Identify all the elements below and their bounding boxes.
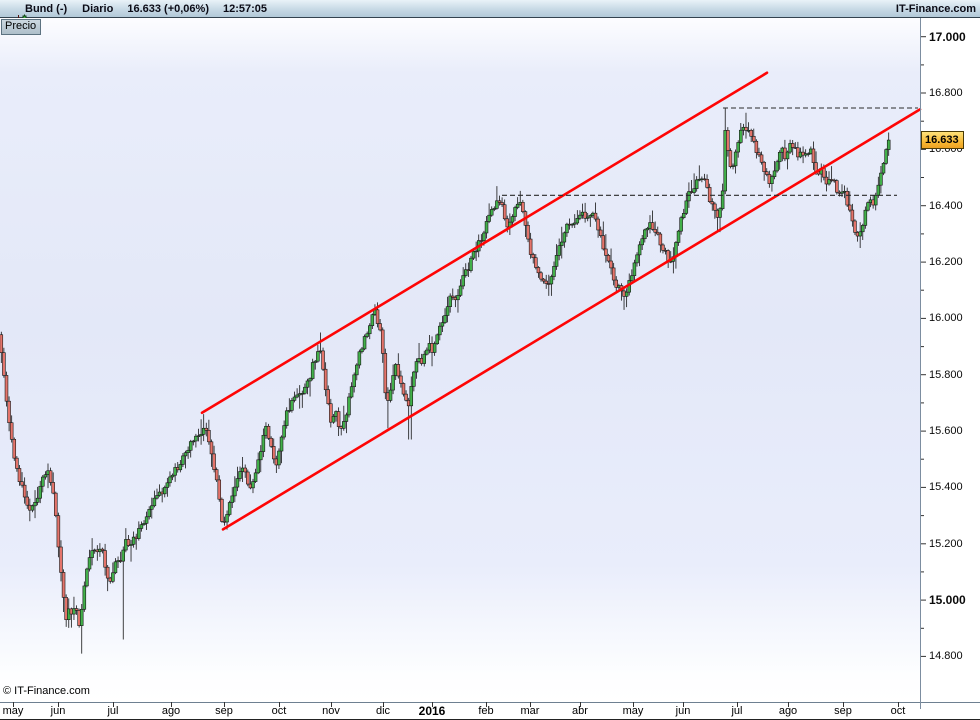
x-axis-tick [171,702,172,707]
y-axis-label: 15.600 [929,425,963,438]
x-axis-label: oct [890,705,906,717]
price-chart-canvas[interactable] [0,18,980,702]
y-axis-label: 16.000 [929,312,963,325]
axis-separator-line [920,18,921,709]
x-axis-tick [224,702,225,707]
chart-area: 17.000 16.800 16.600 16.400 16.200 16.000 15.8… [0,18,980,702]
x-axis-label: sep [834,705,852,717]
copyright-watermark: © IT-Finance.com [3,685,90,697]
x-axis-label: abr [572,705,588,717]
y-axis-label: 15.800 [929,368,963,381]
plot-background [0,18,920,702]
x-axis-label: nov [322,705,340,717]
last-quote: 16.633 (+0,06%) [127,2,209,15]
x-axis-tick [486,702,487,707]
x-axis-label: jun [675,705,691,717]
x-axis-tick [58,702,59,707]
instrument-name: Bund (-) [25,2,68,15]
x-axis-label: mar [520,705,540,717]
title-bar: Bund (-) Diario 16.633 (+0,06%) 12:57:05… [0,0,980,27]
x-axis-tick [279,702,280,707]
x-axis-label: jun [50,705,66,717]
brand-label: IT-Finance.com [895,2,976,15]
timeframe-label: Diario [82,2,114,15]
x-axis-label: may [2,705,24,717]
x-axis-tick [843,702,844,707]
x-axis-label: ago [161,705,181,717]
candlestick-icon [3,2,27,27]
x-axis-label: may [622,705,644,717]
x-axis-tick [683,702,684,707]
y-axis-label: 15.000 [929,593,966,608]
y-axis-label: 16.400 [929,199,963,212]
quote-time: 12:57:05 [222,2,268,15]
x-axis-label: oct [271,705,287,717]
x-axis-tick [383,702,384,707]
x-axis-tick [331,702,332,707]
x-axis-label: sep [215,705,233,717]
x-axis-tick [13,702,14,707]
x-axis: may jun jul ago sep oct nov dic 2016 feb mar abr may… [0,702,980,720]
y-axis-label: 15.200 [929,537,963,550]
x-axis-tick [737,702,738,707]
x-axis-label: ago [778,705,798,717]
y-axis-label: 14.800 [929,650,963,663]
x-axis-tick [113,702,114,707]
x-axis-label: dic [375,705,391,717]
last-price-label: 16.633 [921,131,964,149]
y-axis-label: 15.400 [929,481,963,494]
x-axis-label: jul [731,705,743,717]
x-axis-tick [898,702,899,707]
x-axis-tick [432,702,433,707]
tab-precio[interactable]: Precio [1,19,42,35]
x-axis-tick [580,702,581,707]
y-axis-label: 16.200 [929,256,963,269]
x-axis-tick [633,702,634,707]
x-axis-label: jul [107,705,119,717]
y-axis-label: 16.800 [929,87,963,99]
x-axis-tick [788,702,789,707]
x-axis-tick [530,702,531,707]
y-axis-label: 17.000 [929,29,966,44]
x-axis-label: 2016 [418,704,446,718]
x-axis-label: feb [478,705,494,717]
